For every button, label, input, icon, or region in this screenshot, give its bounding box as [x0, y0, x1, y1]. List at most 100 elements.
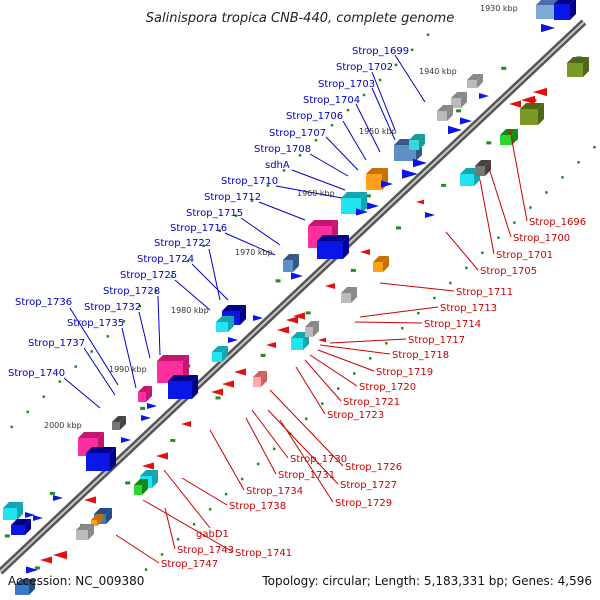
gene-label-strop-1725[interactable]: Strop_1725: [120, 270, 177, 281]
gene-label-strop-1723[interactable]: Strop_1723: [327, 410, 384, 421]
gene-label-strop-1731[interactable]: Strop_1731: [278, 470, 335, 481]
tick-bar: [365, 194, 371, 198]
gene-label-strop-1713[interactable]: Strop_1713: [440, 303, 497, 314]
connector-forward: [371, 87, 396, 141]
gene-label-strop-1735[interactable]: Strop_1735: [67, 318, 124, 329]
gene-block-r: [3, 502, 23, 520]
tick-dot: [250, 199, 254, 202]
gene-label-strop-1699[interactable]: Strop_1699: [352, 46, 409, 57]
tick-dot: [545, 191, 548, 194]
gene-label-strop-1708[interactable]: Strop_1708: [254, 144, 311, 155]
gene-label-strop-1737[interactable]: Strop_1737: [28, 338, 85, 349]
gene-block-j-top: [222, 305, 246, 311]
forward-arrow-m: [121, 437, 131, 443]
gene-label-strop-1736[interactable]: Strop_1736: [15, 297, 72, 308]
forward-arrow-a: [541, 23, 555, 33]
tick-bar: [140, 406, 146, 410]
gene-label-strop-1703[interactable]: Strop_1703: [318, 79, 375, 90]
gene-block-t: [112, 416, 126, 430]
gene-label-strop-1706[interactable]: Strop_1706: [286, 111, 343, 122]
connector-reverse: [163, 469, 211, 529]
connector-reverse: [245, 417, 277, 475]
tick-dot: [256, 462, 260, 466]
tick-bar: [49, 491, 55, 495]
gene-label-strop-1722[interactable]: Strop_1722: [154, 238, 211, 249]
gene-label-strop-1705[interactable]: Strop_1705: [480, 266, 537, 277]
gene-label-strop-1702[interactable]: Strop_1702: [336, 62, 393, 73]
gene-block-r2: [520, 103, 544, 125]
gene-label-gabd1[interactable]: gabD1: [196, 529, 229, 540]
gene-label-strop-1732[interactable]: Strop_1732: [84, 302, 141, 313]
connector-reverse: [279, 419, 334, 503]
gene-label-strop-1696[interactable]: Strop_1696: [529, 217, 586, 228]
gene-label-strop-1743[interactable]: Strop_1743: [177, 545, 234, 556]
gene-block-b-side: [570, 0, 576, 20]
gene-label-strop-1726[interactable]: Strop_1726: [345, 462, 402, 473]
connector-forward: [138, 311, 151, 359]
gene-label-strop-1728[interactable]: Strop_1728: [103, 286, 160, 297]
reverse-arrow-a: [533, 87, 547, 97]
tick-dot: [234, 214, 238, 217]
gene-label-strop-1715[interactable]: Strop_1715: [186, 208, 243, 219]
gene-block-o: [138, 386, 152, 402]
gene-label-strop-1707[interactable]: Strop_1707: [269, 128, 326, 139]
gene-block-r7: [341, 287, 357, 303]
tick-dot: [122, 320, 126, 323]
kbp-label-2000: 2000 kbp: [44, 421, 82, 430]
gene-block-b-top: [554, 0, 574, 4]
connector-forward: [191, 263, 229, 301]
tick-dot: [401, 326, 404, 330]
tick-dot: [593, 145, 596, 149]
tick-dot: [314, 139, 318, 142]
gene-label-strop-1719[interactable]: Strop_1719: [376, 367, 433, 378]
gene-label-strop-1740[interactable]: Strop_1740: [8, 368, 65, 379]
gene-block-r16-side: [29, 579, 35, 595]
connector-forward: [224, 232, 276, 256]
gene-label-strop-1730[interactable]: Strop_1730: [290, 454, 347, 465]
gene-block-d: [409, 134, 425, 150]
gene-label-strop-1747[interactable]: Strop_1747: [161, 559, 218, 570]
tick-dot: [272, 447, 276, 451]
gene-label-strop-1700[interactable]: Strop_1700: [513, 233, 570, 244]
gene-block-r8-face: [291, 338, 303, 350]
connector-reverse: [251, 409, 289, 459]
gene-block-r15-face: [76, 530, 88, 540]
gene-block-h-side: [343, 235, 349, 259]
gene-block-r6-top: [373, 256, 389, 262]
gene-label-strop-1727[interactable]: Strop_1727: [340, 480, 397, 491]
gene-block-l-top: [212, 346, 228, 352]
gene-block-s-face: [11, 525, 25, 535]
forward-arrow-e: [413, 158, 427, 168]
tick-dot: [218, 229, 222, 233]
gene-label-strop-1738[interactable]: Strop_1738: [229, 501, 286, 512]
gene-label-strop-1729[interactable]: Strop_1729: [335, 498, 392, 509]
gene-block-r11-side: [152, 470, 158, 488]
gene-label-strop-1721[interactable]: Strop_1721: [343, 397, 400, 408]
gene-label-strop-1711[interactable]: Strop_1711: [456, 287, 513, 298]
forward-arrow-k: [228, 337, 238, 343]
gene-label-strop-1701[interactable]: Strop_1701: [496, 250, 553, 261]
gene-features: [3, 0, 589, 595]
gene-label-strop-1712[interactable]: Strop_1712: [204, 192, 261, 203]
gene-label-sdha[interactable]: sdhA: [265, 160, 290, 171]
gene-label-strop-1716[interactable]: Strop_1716: [170, 223, 227, 234]
tick-dot: [266, 184, 270, 187]
gene-label-strop-1720[interactable]: Strop_1720: [359, 382, 416, 393]
gene-label-strop-1704[interactable]: Strop_1704: [303, 95, 360, 106]
gene-label-strop-1714[interactable]: Strop_1714: [424, 319, 481, 330]
tick-dot: [144, 568, 148, 571]
gene-label-strop-1717[interactable]: Strop_1717: [408, 335, 465, 346]
gene-label-strop-1724[interactable]: Strop_1724: [137, 254, 194, 265]
gene-label-strop-1741[interactable]: Strop_1741: [235, 548, 292, 559]
connector-reverse: [317, 349, 375, 372]
connector-forward: [342, 120, 367, 161]
gene-block-e-top: [366, 168, 388, 174]
gene-block-r14-side: [97, 514, 103, 526]
gene-label-strop-1710[interactable]: Strop_1710: [221, 176, 278, 187]
gene-block-d-face: [409, 140, 419, 150]
gene-label-strop-1718[interactable]: Strop_1718: [392, 350, 449, 361]
gene-block-e-face: [366, 174, 382, 190]
gene-label-strop-1734[interactable]: Strop_1734: [246, 486, 303, 497]
gene-block-b: [554, 0, 576, 20]
gene-block-r12-face: [134, 485, 142, 495]
